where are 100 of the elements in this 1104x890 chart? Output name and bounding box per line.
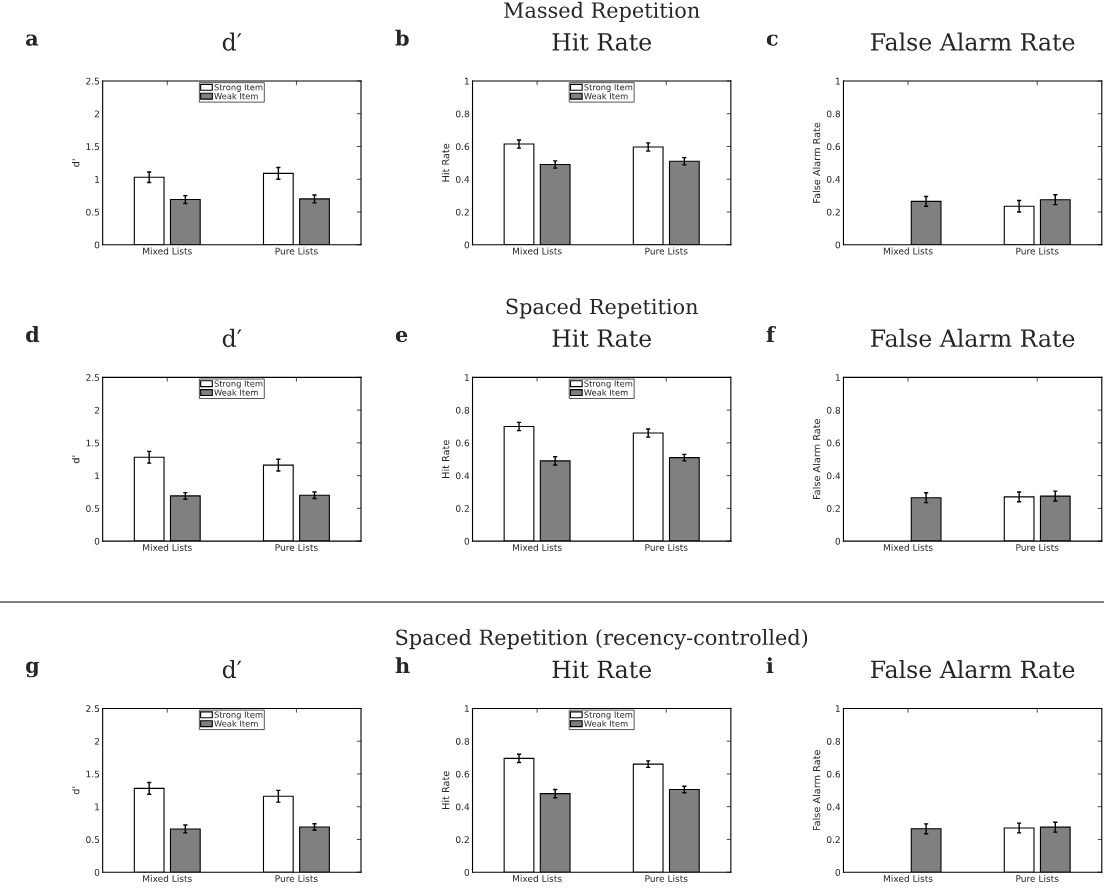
x-tick-label: Pure Lists — [275, 247, 318, 255]
chart-title: d′ — [222, 659, 242, 679]
y-tick-label: 0.6 — [455, 770, 470, 778]
chart-title: d′ — [222, 328, 242, 348]
x-tick-label: Pure Lists — [275, 874, 318, 882]
y-tick-label: 1 — [835, 374, 840, 381]
y-tick-label: 0.2 — [455, 208, 469, 216]
y-tick-label: 0.4 — [455, 803, 470, 811]
y-tick-label: 0.4 — [826, 175, 841, 183]
y-tick-label: 2 — [94, 737, 99, 745]
y-tick-label: 0.5 — [86, 505, 100, 512]
y-tick-label: 0 — [94, 537, 100, 545]
chart-title: Hit Rate — [552, 329, 651, 348]
x-tick-label: Mixed Lists — [883, 247, 933, 255]
y-tick-label: 1 — [95, 803, 100, 811]
y-tick-label: 0.6 — [826, 770, 841, 778]
legend-label: Strong Item — [214, 711, 263, 720]
x-tick-label: Mixed Lists — [883, 874, 933, 882]
y-axis-title: False Alarm Rate — [812, 419, 821, 500]
text: i — [766, 657, 774, 673]
legend-label: Weak Item — [214, 92, 258, 100]
chart-title: False Alarm Rate — [871, 659, 1075, 679]
y-tick-label: 0.8 — [826, 406, 841, 414]
y-axis-title: Hit Rate — [441, 440, 450, 478]
y-tick-label: 0 — [464, 537, 470, 545]
y-tick-label: 0.6 — [826, 439, 841, 447]
y-tick-label: 0.2 — [826, 505, 840, 512]
y-tick-label: 0.8 — [455, 737, 470, 745]
y-tick-label: 0.8 — [826, 737, 841, 745]
legend-label: Weak Item — [214, 389, 258, 396]
y-tick-label: 2.5 — [86, 77, 100, 85]
y-tick-label: 0.5 — [86, 836, 100, 844]
y-tick-label: 1 — [835, 77, 840, 85]
y-tick-label: 0.6 — [826, 143, 841, 151]
x-tick-label: Mixed Lists — [143, 874, 192, 882]
legend-label: Weak Item — [584, 389, 628, 396]
y-tick-label: 1.5 — [86, 439, 100, 447]
y-tick-label: 0.8 — [455, 406, 470, 414]
x-tick-label: Pure Lists — [1016, 874, 1059, 882]
y-tick-label: 0.4 — [826, 472, 841, 480]
legend-label: Strong Item — [584, 711, 633, 720]
y-tick-label: 1 — [835, 705, 840, 712]
chart-title: False Alarm Rate — [871, 32, 1075, 51]
x-tick-label: Mixed Lists — [143, 543, 192, 551]
x-tick-label: Pure Lists — [645, 874, 688, 882]
y-tick-label: 2 — [94, 406, 99, 414]
y-tick-label: 0.8 — [826, 110, 841, 118]
x-tick-label: Mixed Lists — [143, 247, 192, 255]
y-tick-label: 1 — [464, 705, 469, 712]
legend-label: Weak Item — [214, 720, 258, 727]
y-tick-label: 0 — [464, 241, 470, 249]
chart-subtitle: Massed Repetition — [504, 1, 700, 23]
x-tick-label: Pure Lists — [645, 247, 688, 255]
chart-title: False Alarm Rate — [871, 328, 1075, 348]
y-tick-label: 2.5 — [86, 705, 100, 712]
y-tick-label: 0.8 — [455, 110, 470, 118]
legend-label: Strong Item — [214, 84, 263, 92]
y-tick-label: 0 — [94, 868, 100, 876]
x-tick-label: Pure Lists — [1016, 247, 1059, 255]
x-tick-label: Mixed Lists — [512, 874, 562, 882]
y-tick-label: 1 — [95, 176, 100, 183]
x-tick-label: Mixed Lists — [883, 543, 933, 551]
y-tick-label: 0.4 — [455, 175, 470, 183]
text: g — [26, 661, 40, 678]
y-tick-label: 0.2 — [455, 505, 469, 512]
text: b — [395, 29, 409, 46]
chart-title: Hit Rate — [552, 33, 651, 51]
legend-label: Weak Item — [584, 92, 628, 100]
text: c — [766, 34, 778, 46]
y-tick-label: 0 — [835, 537, 841, 545]
y-tick-label: 0.2 — [455, 836, 469, 844]
y-tick-label: 0.6 — [455, 439, 470, 447]
y-tick-label: 0.4 — [826, 803, 841, 811]
y-tick-label: 0 — [464, 868, 470, 876]
y-tick-label: 2.5 — [86, 374, 100, 381]
y-tick-label: 0.2 — [826, 208, 840, 216]
y-axis-title: d' — [71, 786, 80, 795]
legend-label: Strong Item — [584, 380, 633, 389]
y-tick-label: 0.2 — [826, 836, 840, 844]
y-tick-label: 1 — [464, 374, 469, 381]
text: f — [766, 326, 777, 342]
chart-title: d′ — [222, 32, 242, 51]
y-axis-title: d' — [71, 159, 80, 167]
y-tick-label: 0.5 — [86, 208, 100, 216]
y-axis-title: False Alarm Rate — [812, 122, 821, 203]
y-tick-label: 0.4 — [455, 472, 470, 480]
chart-title: Hit Rate — [552, 660, 651, 679]
y-tick-label: 1 — [464, 77, 469, 85]
x-tick-label: Pure Lists — [275, 543, 318, 551]
y-tick-label: 2 — [94, 110, 99, 118]
y-tick-label: 1 — [95, 472, 100, 480]
y-tick-label: 0 — [835, 241, 841, 249]
text: h — [395, 657, 410, 673]
legend-label: Strong Item — [214, 380, 263, 389]
text: a — [26, 34, 39, 46]
chart-subtitle: Spaced Repetition (recency-controlled) — [396, 629, 808, 650]
legend-label: Strong Item — [584, 84, 633, 92]
legend-label: Weak Item — [584, 720, 628, 727]
x-tick-label: Mixed Lists — [512, 247, 562, 255]
text: e — [395, 330, 408, 343]
